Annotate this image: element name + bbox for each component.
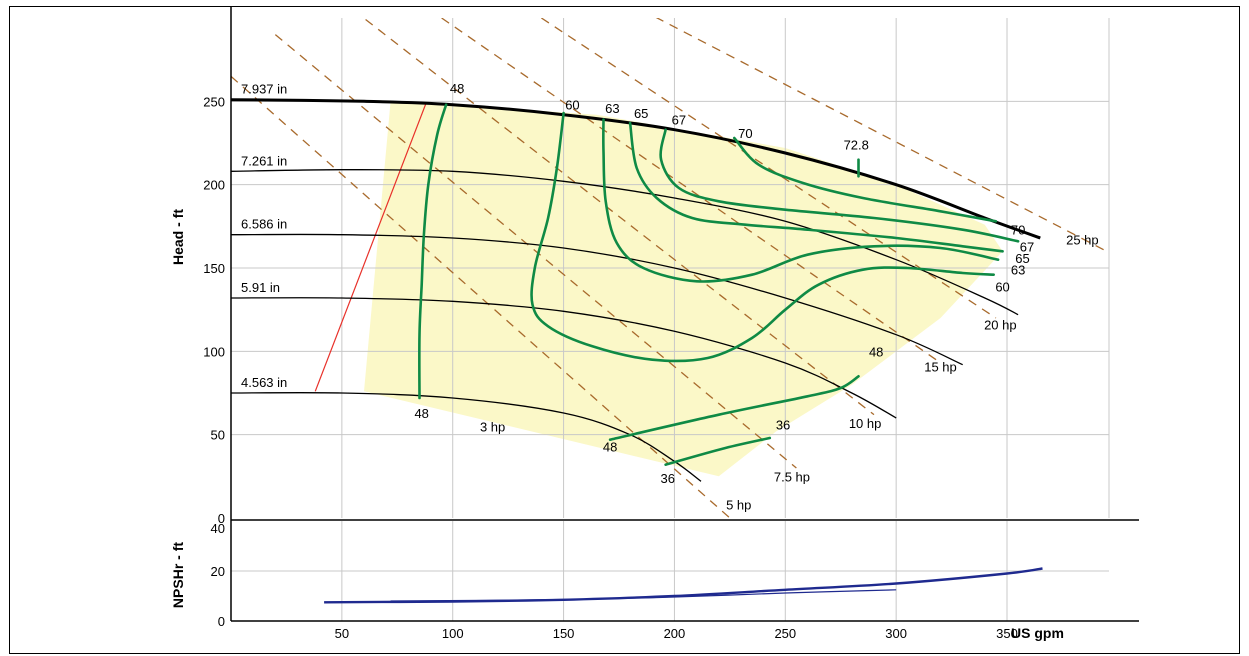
curve-label: 48: [603, 439, 617, 454]
npsh-curves-layer: [324, 567, 1043, 604]
curve-label: 7.5 hp: [774, 469, 810, 484]
power-line: [441, 18, 937, 361]
curve-label: 65: [1015, 251, 1029, 266]
npsh-tick-label: 40: [211, 521, 225, 536]
efficiency-contours-layer: [418, 103, 1020, 466]
head-tick-label: 250: [203, 94, 225, 109]
curve-label: 20 hp: [984, 318, 1017, 333]
head-tick-label: 150: [203, 261, 225, 276]
head-tick-label: 100: [203, 344, 225, 359]
efficiency-contour: [602, 118, 1000, 283]
curve-label: 63: [605, 101, 619, 116]
head-tick-label: 50: [211, 428, 225, 443]
power-line: [362, 18, 875, 416]
efficiency-contour: [628, 121, 1004, 253]
head-tick-label: 0: [218, 511, 225, 526]
impeller-label: 7.937 in: [241, 82, 287, 97]
x-tick-label: 200: [664, 626, 686, 641]
impeller-label: 5.91 in: [241, 280, 280, 295]
curve-label: 36: [661, 471, 675, 486]
x-tick-label: 150: [553, 626, 575, 641]
curve-label: 65: [634, 106, 648, 121]
npsh-axis-title: NPSHr - ft: [170, 542, 186, 608]
npsh-tick-label: 20: [211, 564, 225, 579]
efficiency-contour: [733, 136, 998, 223]
x-axis-unit-label: US gpm: [1011, 625, 1064, 641]
curve-label: 48: [414, 406, 428, 421]
x-tick-label: 300: [885, 626, 907, 641]
curve-label: 48: [450, 81, 464, 96]
pump-performance-chart: 7.937 in7.261 in6.586 in5.91 in4.563 in …: [170, 7, 1139, 641]
curve-label: 72.8: [844, 138, 869, 153]
impeller-curve: [230, 233, 963, 366]
curve-label: 25 hp: [1066, 233, 1099, 248]
curve-label: 63: [1011, 263, 1025, 278]
x-tick-label: 250: [774, 626, 796, 641]
efficiency-contour: [530, 111, 995, 363]
npsh-tick-label: 0: [218, 614, 225, 629]
curve-label: 10 hp: [849, 416, 882, 431]
chart-frame: 7.937 in 7.261 in 6.586 in 5.91 in 4.563 in …: [9, 6, 1240, 654]
head-axis-title: Head - ft: [170, 209, 186, 265]
power-line: [655, 18, 1108, 252]
impeller-curve: [230, 297, 897, 419]
efficiency-contour: [608, 375, 860, 441]
grid-layer: [231, 18, 1110, 621]
npsh-curve: [324, 567, 1043, 604]
impeller-curves-layer: 7.937 in 7.261 in 6.586 in 5.91 in 4.563 in: [230, 82, 1041, 482]
impeller-curve: [230, 98, 1041, 240]
curve-label: 67: [672, 113, 686, 128]
curve-label: 67: [1020, 239, 1034, 254]
x-tick-label: 100: [442, 626, 464, 641]
efficiency-contour: [664, 436, 772, 466]
efficiency-contour: [659, 128, 1020, 243]
npsh-curve: [390, 589, 897, 602]
curve-label: 60: [565, 98, 579, 113]
operating-region-layer: [364, 101, 1003, 477]
curve-label: 3 hp: [480, 419, 505, 434]
curve-label: 70: [1011, 223, 1025, 238]
axes-layer: Head - ft NPSHr - ft US gpm 050100150200…: [170, 7, 1139, 641]
impeller-label: 6.586 in: [241, 217, 287, 232]
impeller-curve: [230, 391, 702, 482]
efficiency-contour: [418, 103, 448, 400]
curve-label: 5 hp: [726, 498, 751, 513]
curve-label: 48: [869, 344, 883, 359]
min-flow-limit-line: [314, 102, 427, 392]
impeller-label: 7.261 in: [241, 153, 287, 168]
operating-region: [364, 101, 1003, 477]
curve-label: 15 hp: [924, 359, 957, 374]
limit-line-layer: [314, 102, 427, 392]
head-tick-label: 200: [203, 178, 225, 193]
curve-label: 36: [776, 418, 790, 433]
x-tick-label: 50: [335, 626, 349, 641]
curve-label: 60: [995, 279, 1009, 294]
power-line: [274, 34, 797, 469]
curve-label: 70: [738, 126, 752, 141]
impeller-curve: [230, 169, 1019, 316]
x-tick-label: 350: [996, 626, 1018, 641]
impeller-label: 4.563 in: [241, 375, 287, 390]
